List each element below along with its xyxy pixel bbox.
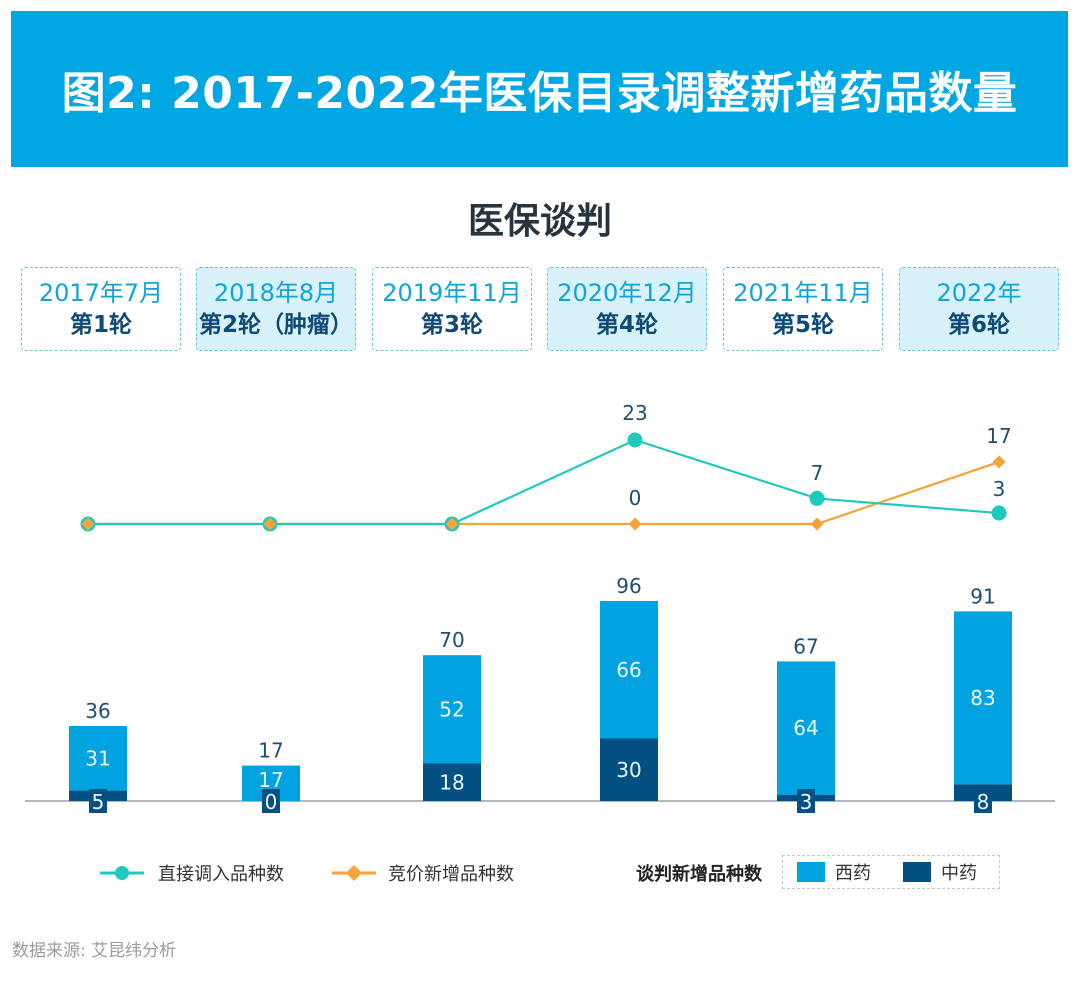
data-source: 数据来源: 艾昆纬分析: [12, 941, 177, 961]
line-direct-point: [627, 432, 643, 448]
chart-subtitle: 医保谈判: [467, 201, 612, 242]
bar-chinese-label-bg: [974, 789, 992, 813]
bar-chinese-label-bg: [797, 789, 815, 813]
round-box: 2022年第6轮: [899, 267, 1059, 351]
bar-chinese-label: 5: [92, 790, 105, 814]
legend-bidding: 竞价新增品种数: [332, 855, 514, 891]
bar-total-label: 96: [616, 574, 641, 598]
bar-chinese-label: 18: [439, 770, 464, 794]
line-bidding-point: [445, 517, 459, 531]
round-label: 第5轮: [771, 312, 834, 338]
bar-western-label: 66: [616, 658, 641, 682]
bar-western: [600, 601, 658, 739]
legend-direct-label: 直接调入品种数: [158, 864, 284, 885]
legend-bar-title-label: 谈判新增品种数: [636, 864, 762, 885]
round-label: 第3轮: [420, 312, 483, 338]
line-bidding-point: [81, 517, 95, 531]
round-label: 第4轮: [595, 312, 658, 338]
round-date: 2021年11月: [733, 279, 873, 307]
bar-chinese-label-bg: [262, 789, 280, 813]
line-direct-label: 23: [622, 401, 647, 425]
round-box: 2020年12月 第4轮: [547, 267, 707, 351]
round-date: 2017年7月: [38, 279, 164, 307]
round-label: 第6轮: [947, 312, 1010, 338]
line-bidding-point: [263, 517, 277, 531]
bar-western: [69, 726, 127, 791]
line-direct: [88, 438, 1000, 526]
bar-chinese: [600, 738, 658, 801]
line-direct-point: [809, 490, 825, 506]
line-bidding: [88, 460, 1000, 526]
round-date: 2019年11月: [382, 279, 522, 307]
round-date: 2022年: [936, 279, 1022, 307]
line-bidding-point: [810, 517, 824, 531]
line-bidding-label: 0: [629, 486, 642, 510]
legend-direct-marker-icon: [100, 866, 144, 880]
round-box: 2018年8月 第2轮（肿瘤）: [196, 267, 356, 351]
bar-western-label: 17: [258, 768, 283, 792]
bar-total-label: 17: [258, 739, 283, 763]
legend-chinese-label: 中药: [941, 863, 977, 884]
bar-total-label: 91: [970, 584, 995, 608]
legend-direct: 直接调入品种数: [100, 855, 284, 891]
chinese-swatch-icon: [903, 862, 931, 882]
round-box: 2019年11月 第3轮: [372, 267, 532, 351]
legend-western-label: 西药: [835, 863, 871, 884]
bar-total-label: 67: [793, 634, 818, 658]
line-bidding-label: 17: [986, 424, 1011, 448]
round-box: 2017年7月 第1轮: [21, 267, 181, 351]
bar-chinese-label-bg: [89, 789, 107, 813]
bar-chinese-label: 8: [977, 790, 990, 814]
bar-total-label: 70: [439, 628, 464, 652]
western-swatch-icon: [797, 862, 825, 882]
line-direct-point: [991, 505, 1007, 521]
header-banner: 图2: 2017-2022年医保目录调整新增药品数量: [11, 11, 1068, 167]
bar-chinese-label: 30: [616, 758, 641, 782]
round-label: 第2轮（肿瘤）: [198, 312, 353, 338]
bar-legend-box: 西药 中药: [782, 855, 1000, 889]
bar-western-label: 31: [85, 746, 110, 770]
legend-bar-title: 谈判新增品种数: [636, 855, 762, 891]
bar-western-label: 52: [439, 697, 464, 721]
line-bidding-point: [992, 455, 1006, 469]
bar-chinese-label: 0: [265, 790, 278, 814]
legend-bidding-label: 竞价新增品种数: [388, 864, 514, 885]
bar-chinese: [423, 763, 481, 801]
legend-bidding-marker-icon: [332, 865, 376, 881]
round-date: 2018年8月: [213, 279, 339, 307]
bar-total-label: 36: [85, 699, 110, 723]
line-direct-label: 3: [993, 477, 1006, 501]
round-label: 第1轮: [69, 312, 132, 338]
bar-western: [423, 655, 481, 764]
round-box: 2021年11月 第5轮: [723, 267, 883, 351]
round-date: 2020年12月: [557, 279, 697, 307]
bar-western-label: 64: [793, 716, 818, 740]
line-bidding-point: [628, 517, 642, 531]
bar-western: [777, 661, 835, 795]
figure-title: 图2: 2017-2022年医保目录调整新增药品数量: [61, 68, 1018, 119]
bar-western-label: 83: [970, 686, 995, 710]
bar-chinese-label: 3: [800, 790, 813, 814]
bar-western: [954, 611, 1012, 785]
line-direct-label: 7: [811, 461, 824, 485]
